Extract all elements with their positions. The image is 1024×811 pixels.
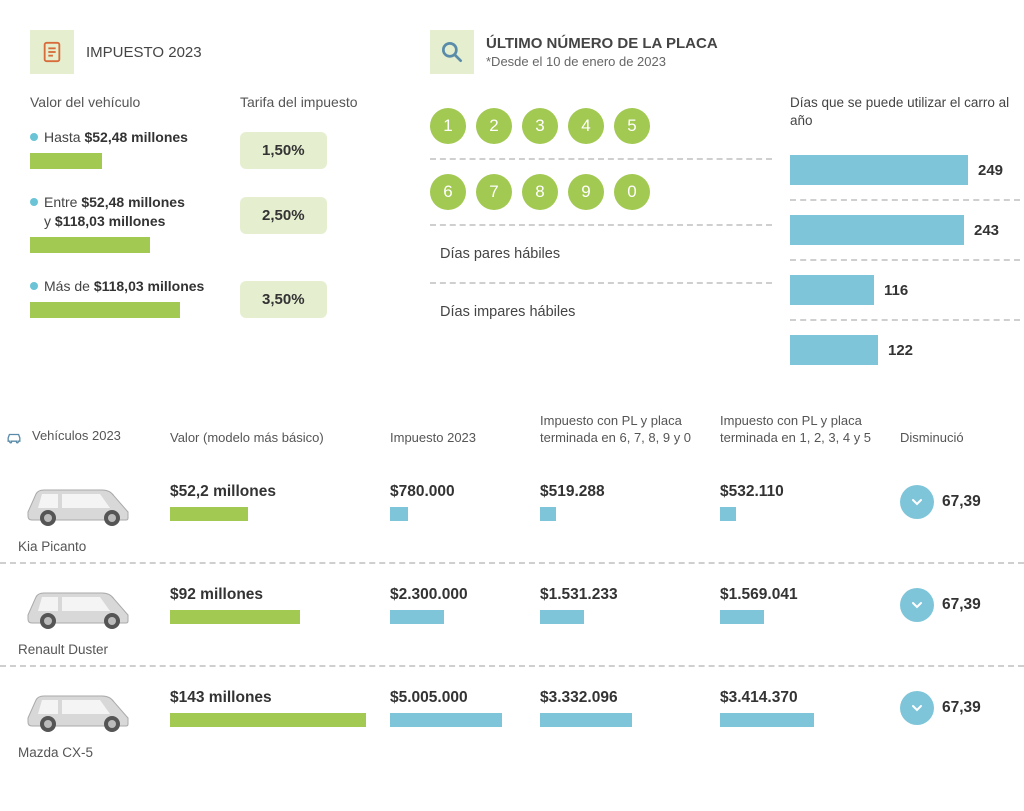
veh-p1: $1.531.233 (540, 586, 720, 604)
tax-title: IMPUESTO 2023 (86, 44, 202, 61)
tax-label: Hasta $52,48 millones (44, 128, 188, 147)
p2-bar (720, 507, 736, 521)
hdr-p2: Impuesto con PL y placa terminada en 1, … (720, 413, 900, 447)
veh-dis: 67,39 (942, 596, 981, 614)
day-type-label: Días pares hábiles (430, 226, 772, 282)
value-bar (170, 610, 300, 624)
tax-rate: 1,50% (240, 132, 327, 169)
veh-p2: $1.569.041 (720, 586, 900, 604)
car-icon (4, 427, 24, 447)
tax-bar (30, 302, 180, 318)
bullet-icon (30, 198, 38, 206)
veh-dis: 67,39 (942, 699, 981, 717)
tax-label: Más de $118,03 millones (44, 277, 204, 296)
hdr-imp: Impuesto 2023 (390, 430, 540, 447)
veh-name: Renault Duster (0, 642, 1024, 665)
veh-imp: $5.005.000 (390, 689, 540, 707)
veh-dis: 67,39 (942, 493, 981, 511)
value-bar (170, 507, 248, 521)
value-bar (170, 713, 366, 727)
plate-digit: 2 (476, 108, 512, 144)
plate-digit: 0 (614, 174, 650, 210)
veh-value: $52,2 millones (170, 483, 390, 501)
car-image (14, 474, 144, 529)
plate-title: ÚLTIMO NÚMERO DE LA PLACA (486, 35, 718, 52)
chevron-down-icon (900, 588, 934, 622)
plate-digit: 8 (522, 174, 558, 210)
imp-bar (390, 610, 444, 624)
veh-name: Kia Picanto (0, 539, 1024, 562)
days-value: 249 (978, 162, 1003, 179)
p2-bar (720, 610, 764, 624)
plate-digit: 4 (568, 108, 604, 144)
p1-bar (540, 507, 556, 521)
day-type-label: Días impares hábiles (430, 284, 772, 340)
tax-label: Entre $52,48 millonesy $118,03 millones (44, 193, 185, 231)
veh-value: $143 millones (170, 689, 390, 707)
bullet-icon (30, 133, 38, 141)
days-value: 122 (888, 342, 913, 359)
veh-p1: $3.332.096 (540, 689, 720, 707)
car-image (14, 680, 144, 735)
plate-digit: 7 (476, 174, 512, 210)
veh-p2: $3.414.370 (720, 689, 900, 707)
tax-icon (30, 30, 74, 74)
tax-col-rate: Tarifa del impuesto (240, 94, 358, 110)
p1-bar (540, 713, 632, 727)
veh-imp: $780.000 (390, 483, 540, 501)
days-bar (790, 155, 968, 185)
plate-digit: 5 (614, 108, 650, 144)
tax-bar (30, 237, 150, 253)
days-header: Días que se puede utilizar el carro al a… (790, 94, 1020, 129)
hdr-dis: Disminució (900, 430, 1010, 447)
days-bar (790, 215, 964, 245)
plate-digit: 3 (522, 108, 558, 144)
veh-name: Mazda CX-5 (0, 745, 1024, 768)
vehicles-title: Vehículos 2023 (32, 428, 121, 445)
plate-subtitle: *Desde el 10 de enero de 2023 (486, 54, 718, 69)
veh-p1: $519.288 (540, 483, 720, 501)
imp-bar (390, 713, 502, 727)
p2-bar (720, 713, 814, 727)
tax-bar (30, 153, 102, 169)
days-value: 243 (974, 222, 999, 239)
plate-digit: 6 (430, 174, 466, 210)
tax-col-value: Valor del vehículo (30, 94, 240, 110)
search-icon (430, 30, 474, 74)
car-image (14, 577, 144, 632)
plate-digit: 9 (568, 174, 604, 210)
hdr-value: Valor (modelo más básico) (170, 430, 390, 447)
days-bar (790, 275, 874, 305)
hdr-p1: Impuesto con PL y placa terminada en 6, … (540, 413, 720, 447)
p1-bar (540, 610, 584, 624)
chevron-down-icon (900, 485, 934, 519)
imp-bar (390, 507, 408, 521)
bullet-icon (30, 282, 38, 290)
veh-value: $92 millones (170, 586, 390, 604)
chevron-down-icon (900, 691, 934, 725)
tax-rate: 3,50% (240, 281, 327, 318)
days-bar (790, 335, 878, 365)
veh-p2: $532.110 (720, 483, 900, 501)
tax-rate: 2,50% (240, 197, 327, 234)
plate-digit: 1 (430, 108, 466, 144)
veh-imp: $2.300.000 (390, 586, 540, 604)
days-value: 116 (884, 282, 908, 299)
